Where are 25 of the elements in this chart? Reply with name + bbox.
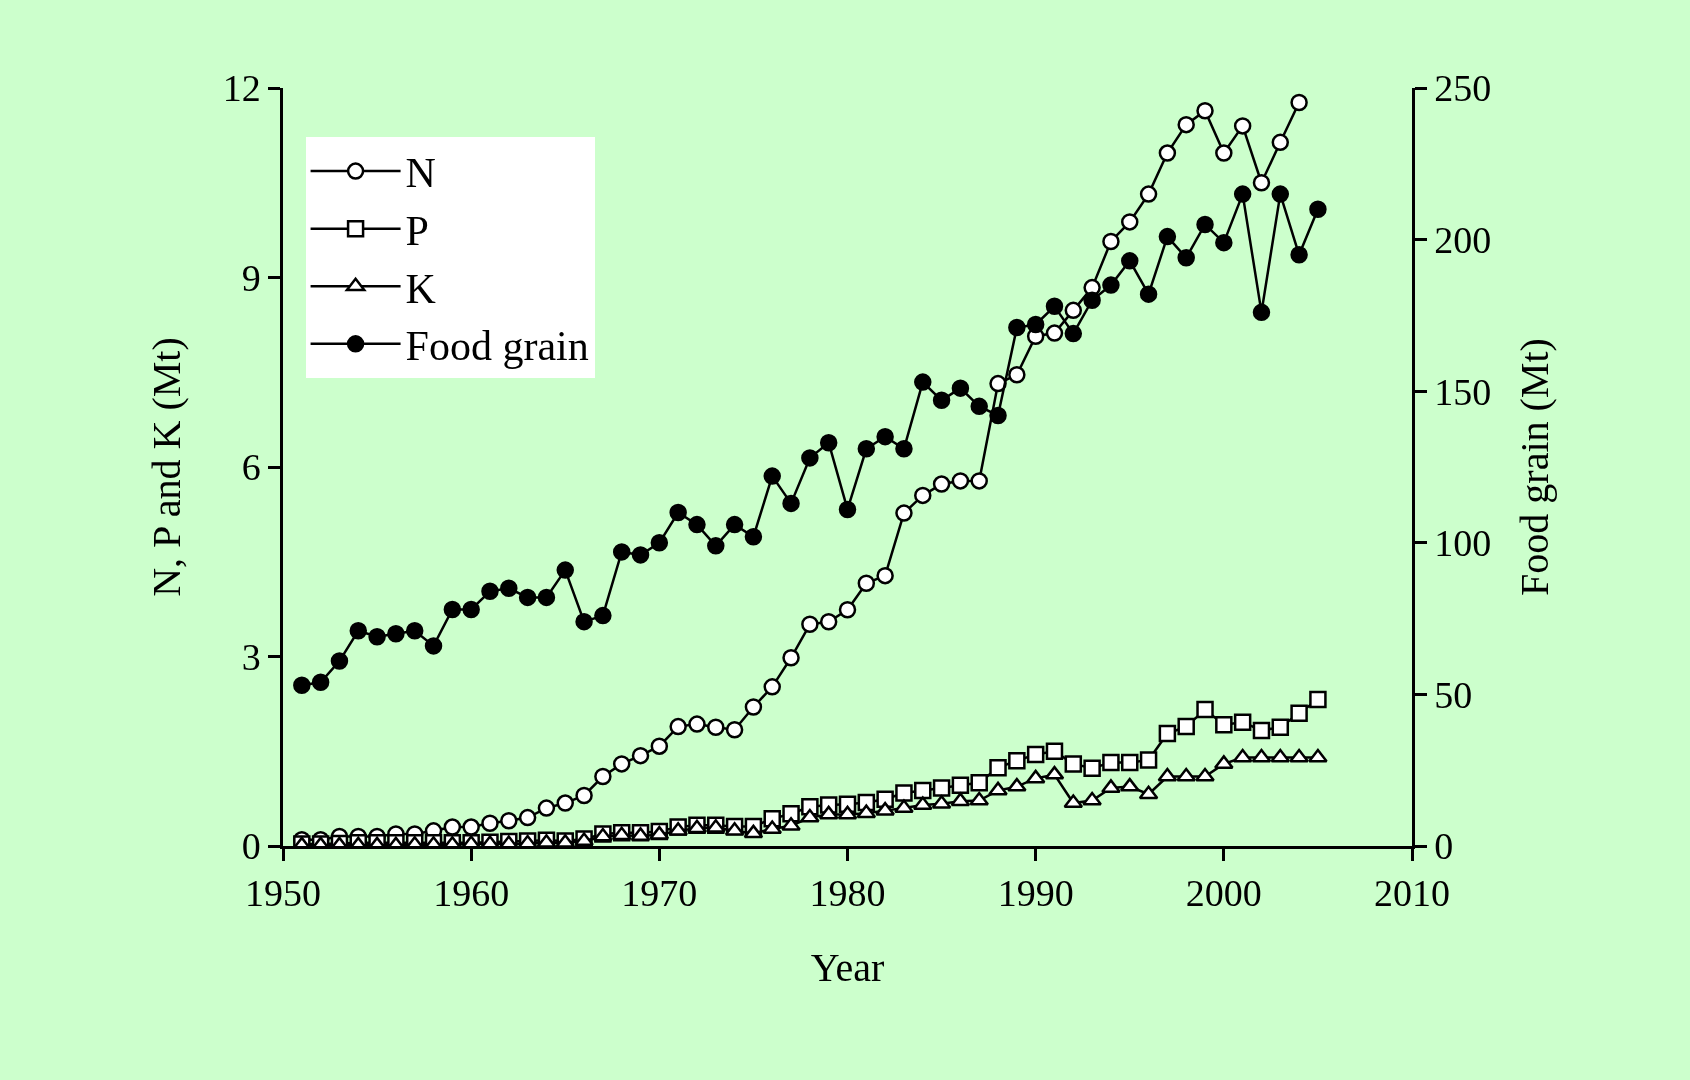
y2-tick-label: 150 xyxy=(1434,370,1492,413)
y-tick-label: 12 xyxy=(222,67,261,110)
y2-tick-label: 100 xyxy=(1434,522,1492,565)
legend-label: Food grain xyxy=(405,323,589,370)
y2-tick-label: 0 xyxy=(1434,825,1454,868)
y-tick-label: 6 xyxy=(241,446,261,489)
y2-tick-label: 50 xyxy=(1434,673,1473,716)
y2-tick-label: 250 xyxy=(1434,67,1492,110)
x-tick-label: 1980 xyxy=(809,872,886,915)
x-tick-label: 2000 xyxy=(1185,872,1262,915)
x-axis-title: Year xyxy=(810,944,885,990)
x-tick-label: 2010 xyxy=(1374,872,1450,915)
x-tick-label: 1970 xyxy=(621,872,698,915)
legend-label: N xyxy=(405,150,436,197)
y-axis-title: N, P and K (Mt) xyxy=(144,337,190,597)
x-tick-label: 1960 xyxy=(433,872,510,915)
y-tick-label: 0 xyxy=(241,825,261,868)
legend-label: P xyxy=(405,208,429,255)
x-tick-label: 1990 xyxy=(997,872,1074,915)
y2-axis-title: Food grain (Mt) xyxy=(1511,338,1557,596)
y2-tick-label: 200 xyxy=(1434,218,1492,261)
y-tick-label: 3 xyxy=(241,635,261,678)
y-tick-label: 9 xyxy=(241,256,261,299)
x-tick-label: 1950 xyxy=(245,872,321,915)
legend-label: K xyxy=(405,265,436,312)
